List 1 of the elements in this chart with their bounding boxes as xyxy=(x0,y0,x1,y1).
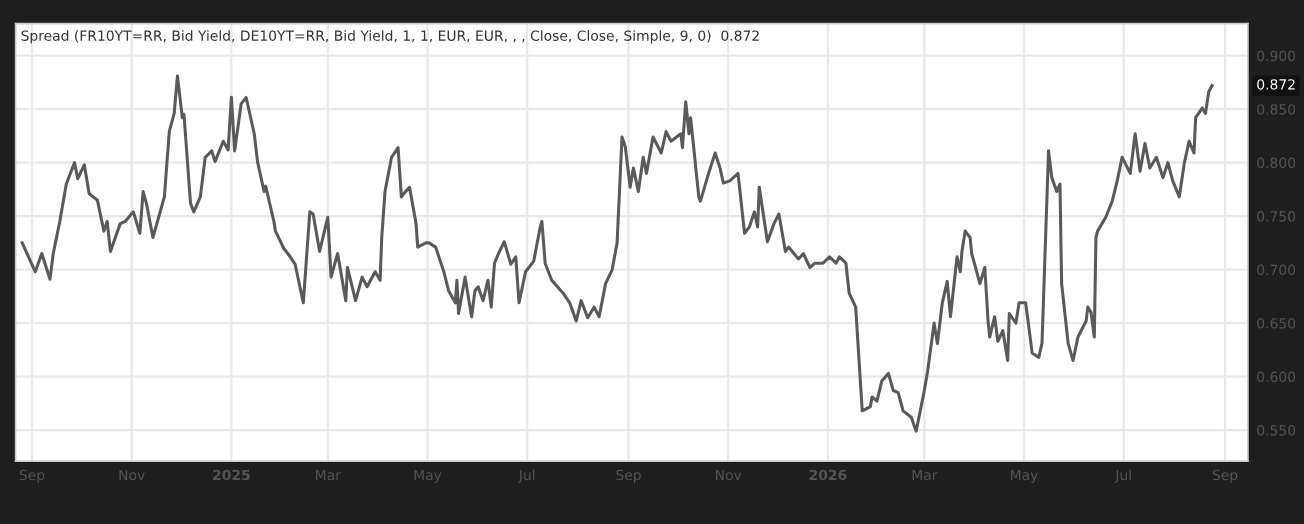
line-series xyxy=(20,74,1214,433)
